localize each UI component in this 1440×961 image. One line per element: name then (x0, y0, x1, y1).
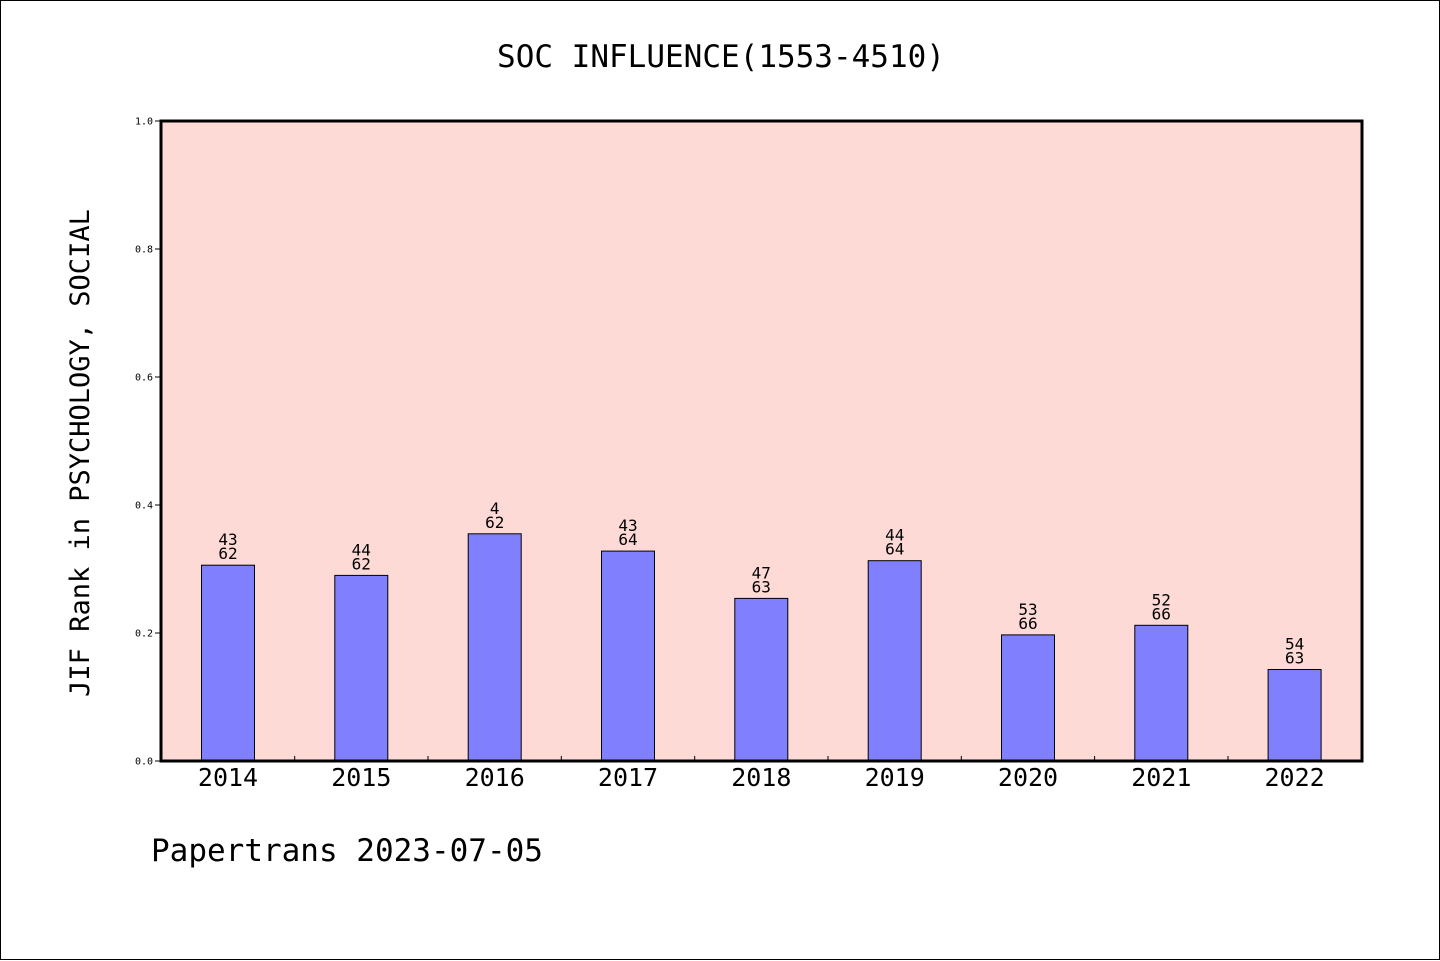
bar-2018 (734, 597, 789, 762)
x-tick-label-2021: 2021 (1131, 763, 1191, 792)
y-tick-label-0.0: 0.0 (135, 757, 153, 768)
x-tick-label-2020: 2020 (998, 763, 1058, 792)
y-tick-label-0.2: 0.2 (135, 629, 153, 640)
bar-2020 (1001, 634, 1055, 762)
x-tick-label-2019: 2019 (865, 763, 925, 792)
bar-label-top-2014: 43 (218, 530, 237, 549)
x-tick-label-2017: 2017 (598, 763, 658, 792)
x-tick-label-2018: 2018 (731, 763, 791, 792)
x-tick-label-2014: 2014 (198, 763, 258, 792)
bar-label-top-2019: 44 (885, 526, 904, 545)
x-tick-label-2015: 2015 (331, 763, 391, 792)
plot-frame (159, 119, 1364, 763)
bar-2015 (334, 574, 389, 762)
bar-label-bottom-2016: 62 (485, 513, 504, 532)
bar-label-top-2022: 54 (1285, 635, 1304, 654)
bar-label-bottom-2021: 66 (1152, 604, 1171, 623)
chart-title: SOC INFLUENCE(1553-4510) (497, 39, 945, 75)
y-tick-label-1.0: 1.0 (135, 117, 153, 128)
bar-label-top-2015: 44 (352, 540, 371, 559)
bar-label-top-2017: 43 (618, 516, 637, 535)
footer-credit: Papertrans 2023-07-05 (151, 833, 543, 869)
bar-label-bottom-2019: 64 (885, 540, 904, 559)
bar-label-bottom-2022: 63 (1285, 649, 1304, 668)
y-tick-label-0.6: 0.6 (135, 373, 153, 384)
bar-label-bottom-2017: 64 (618, 530, 637, 549)
y-axis-label: JIF Rank in PSYCHOLOGY, SOCIAL (65, 209, 96, 697)
bar-2016 (467, 533, 522, 762)
bar-label-top-2016: 4 (490, 499, 500, 518)
bar-2022 (1267, 669, 1322, 762)
y-tick-label-0.4: 0.4 (135, 501, 153, 512)
bar-2014 (201, 564, 255, 762)
bar-label-top-2021: 52 (1152, 590, 1171, 609)
bar-label-top-2018: 47 (752, 563, 771, 582)
bar-2019 (867, 560, 922, 762)
bar-2017 (601, 550, 655, 762)
axes-layer: 2014 2015 2016 2017 2018 2019 2020 2021 2022 0.0 0… (135, 117, 1325, 793)
bar-2021 (1134, 624, 1189, 762)
y-tick-label-0.8: 0.8 (135, 245, 153, 256)
bar-label-bottom-2014: 62 (218, 544, 237, 563)
x-tick-label-2022: 2022 (1264, 763, 1324, 792)
bar-label-top-2020: 53 (1018, 600, 1037, 619)
x-tick-label-2016: 2016 (465, 763, 525, 792)
bar-label-bottom-2015: 62 (352, 554, 371, 573)
bar-label-bottom-2018: 63 (752, 577, 771, 596)
bar-label-bottom-2020: 66 (1018, 614, 1037, 633)
